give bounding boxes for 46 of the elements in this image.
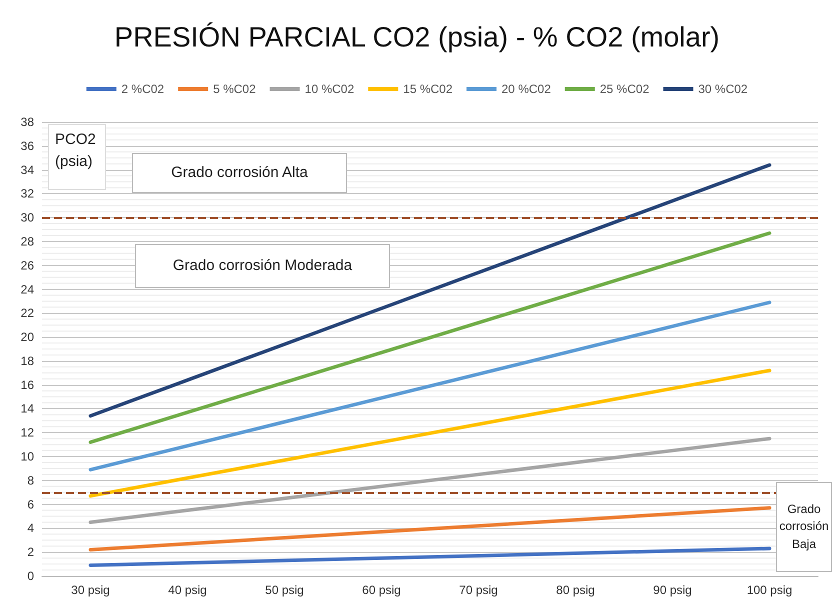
line-series: [88, 368, 772, 498]
legend-label: 20 %C02: [502, 82, 552, 96]
x-tick-label: 90 psig: [653, 583, 692, 597]
legend-label: 15 %C02: [403, 82, 453, 96]
y-tick-label: 16: [20, 378, 34, 392]
y-tick-label: 24: [20, 282, 34, 296]
text-box: Grado corrosión Baja: [776, 482, 832, 572]
y-tick-label: 14: [20, 402, 34, 416]
y-tick-label: 26: [20, 258, 34, 272]
text-box: Grado corrosión Moderada: [135, 244, 390, 288]
y-tick-label: 4: [27, 521, 34, 536]
text-box: Grado corrosión Alta: [132, 153, 347, 193]
y-tick-label: 2: [27, 545, 34, 560]
y-tick-label: 10: [20, 450, 34, 464]
y-tick-label: 34: [20, 162, 34, 177]
legend-label: 25 %C02: [600, 82, 650, 96]
x-tick-label: 40 psig: [168, 583, 207, 597]
legend-label: 2 %C02: [121, 82, 164, 96]
legend-label: 5 %C02: [213, 82, 256, 96]
y-tick-label: 6: [27, 497, 34, 512]
line-series: [88, 436, 772, 524]
x-tick-label: 30 psig: [71, 583, 110, 597]
text-box: PCO2 (psia): [48, 124, 106, 190]
legend-label: 30 %C02: [698, 82, 748, 96]
x-tick-label: 100 psig: [746, 583, 792, 597]
y-tick-label: 38: [20, 115, 34, 129]
x-tick-label: 50 psig: [265, 583, 304, 597]
line-series: [88, 506, 772, 552]
x-tick-label: 80 psig: [556, 583, 595, 597]
y-tick-label: 22: [20, 306, 34, 320]
y-tick-label: 0: [27, 569, 34, 583]
x-tick-label: 70 psig: [459, 583, 498, 597]
line-series: [88, 546, 772, 567]
y-tick-label: 32: [20, 186, 34, 201]
chart-title: PRESIÓN PARCIAL CO2 (psia) - % CO2 (molar): [114, 22, 720, 52]
y-tick-label: 12: [20, 426, 34, 440]
y-tick-label: 18: [20, 354, 34, 368]
y-tick-label: 20: [20, 330, 34, 344]
y-tick-label: 8: [27, 473, 34, 488]
line-series: [88, 231, 772, 444]
legend-label: 10 %C02: [304, 82, 354, 96]
y-tick-label: 36: [20, 138, 34, 153]
y-tick-label: 28: [20, 234, 34, 248]
x-tick-label: 60 psig: [362, 583, 401, 597]
y-tick-label: 30: [20, 210, 34, 225]
line-series: [88, 300, 772, 472]
